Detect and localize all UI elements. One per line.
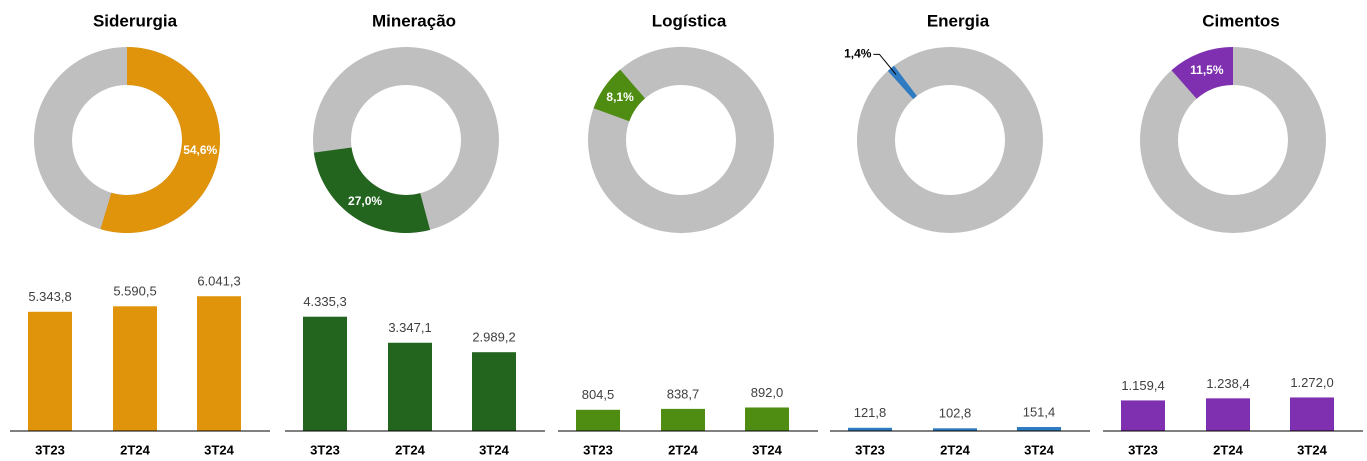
value-label: 5.590,5 <box>113 284 156 299</box>
bar <box>933 428 977 431</box>
value-label: 151,4 <box>1023 404 1056 419</box>
bar <box>113 306 157 431</box>
segment-label: 11,5% <box>1190 63 1224 77</box>
chart-title: Mineração <box>372 11 456 30</box>
bar <box>388 342 432 431</box>
value-label: 804,5 <box>582 387 615 402</box>
bar <box>1290 397 1334 431</box>
bar <box>1206 398 1250 431</box>
bar <box>745 407 789 431</box>
donut-segment <box>593 69 646 122</box>
x-tick-label: 3T23 <box>855 442 885 457</box>
bar <box>303 316 347 431</box>
x-tick-label: 2T24 <box>668 442 698 457</box>
segment-label: 1,4% <box>844 46 872 60</box>
x-tick-label: 3T24 <box>1297 442 1327 457</box>
value-label: 892,0 <box>751 385 784 400</box>
bar <box>848 427 892 431</box>
x-tick-label: 2T24 <box>940 442 970 457</box>
value-label: 1.159,4 <box>1121 378 1164 393</box>
value-label: 6.041,3 <box>197 274 240 289</box>
value-label: 121,8 <box>854 405 887 420</box>
segment-label: 8,1% <box>606 90 634 104</box>
x-tick-label: 3T24 <box>204 442 234 457</box>
bar <box>1121 400 1165 431</box>
bar <box>197 296 241 431</box>
segment-label: 54,6% <box>183 143 217 157</box>
value-label: 1.238,4 <box>1206 376 1249 391</box>
value-label: 4.335,3 <box>303 294 346 309</box>
donut-rest <box>857 47 1043 233</box>
x-tick-label: 2T24 <box>395 442 425 457</box>
x-tick-label: 3T24 <box>752 442 782 457</box>
bar <box>472 352 516 431</box>
chart-title: Cimentos <box>1202 11 1279 30</box>
x-tick-label: 3T23 <box>583 442 613 457</box>
x-tick-label: 3T23 <box>1128 442 1158 457</box>
donut-rest <box>1140 47 1326 233</box>
leader-line <box>873 53 897 75</box>
x-tick-label: 3T24 <box>1024 442 1054 457</box>
x-tick-label: 2T24 <box>1213 442 1243 457</box>
chart-title: Logística <box>652 11 727 30</box>
x-tick-label: 2T24 <box>120 442 150 457</box>
value-label: 5.343,8 <box>28 289 71 304</box>
segment-label: 27,0% <box>348 194 382 208</box>
bar <box>576 409 620 431</box>
bar <box>28 311 72 431</box>
value-label: 102,8 <box>939 406 972 421</box>
donut-segment <box>1171 47 1233 99</box>
value-label: 2.989,2 <box>472 330 515 345</box>
chart-title: Energia <box>927 11 990 30</box>
value-label: 838,7 <box>667 386 700 401</box>
x-tick-label: 3T23 <box>35 442 65 457</box>
bar <box>1017 427 1061 431</box>
bar <box>661 408 705 431</box>
value-label: 1.272,0 <box>1290 375 1333 390</box>
x-tick-label: 3T23 <box>310 442 340 457</box>
donut-segment <box>313 147 431 234</box>
value-label: 3.347,1 <box>388 320 431 335</box>
x-tick-label: 3T24 <box>479 442 509 457</box>
donut-segment <box>100 47 220 233</box>
chart-title: Siderurgia <box>93 11 178 30</box>
